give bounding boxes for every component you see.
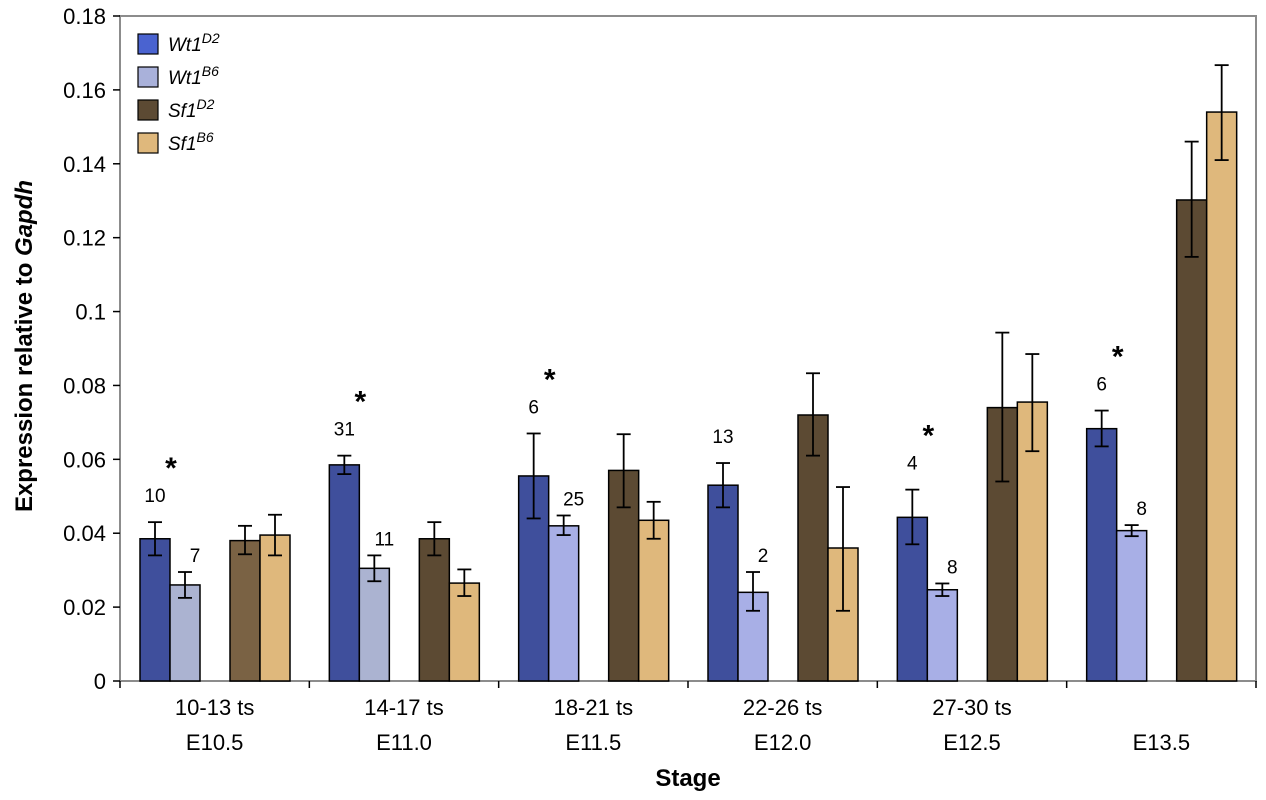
bar-wt1-b6 <box>169 584 201 682</box>
y-tick-label: 0.12 <box>63 226 106 251</box>
sample-size-label: 6 <box>528 397 539 418</box>
legend-label-base: Wt1 <box>168 68 202 89</box>
plot-area-frame <box>119 15 1257 682</box>
legend-swatch-wt1-b6 <box>137 66 159 88</box>
y-axis-title-text: Expression relative to <box>11 256 38 512</box>
x-axis: 10-13 ts E10.5 14-17 ts E11.0 18-21 ts E11.5 2… <box>119 681 1257 755</box>
y-tick-label: 0.1 <box>75 300 106 325</box>
annotation-group: 10 31 6 13 4 6 7 11 25 2 8 8 * * * * * <box>144 341 1147 579</box>
x-category-label-line1: 27-30 ts <box>932 695 1012 720</box>
bar-sf1-d2 <box>229 539 261 682</box>
bar-sf1-b6 <box>448 582 481 682</box>
legend-label-superscript: B6 <box>202 63 219 79</box>
bar-sf1-d2 <box>797 414 829 682</box>
bar-series-group <box>139 111 1238 682</box>
bar-sf1-d2 <box>1175 199 1208 682</box>
y-tick-label: 0.04 <box>63 521 106 546</box>
bar-sf1-b6 <box>1205 111 1238 682</box>
bar-sf1-b6 <box>259 534 291 682</box>
x-category-label-line1: 10-13 ts <box>175 695 255 720</box>
legend-label-base: Sf1 <box>168 101 197 122</box>
legend-entry-wt1-b6: Wt1B6 <box>168 63 219 89</box>
bar-sf1-d2 <box>418 538 451 682</box>
legend-label-base: Wt1 <box>168 35 202 56</box>
bar-wt1-d2 <box>328 464 361 682</box>
legend-entry-sf1-b6: Sf1B6 <box>168 129 214 155</box>
significance-star: * <box>922 420 934 453</box>
x-category-label-line2: E12.5 <box>943 730 1001 755</box>
x-category-label-line2: E11.0 <box>376 730 432 755</box>
y-axis: 0 0.02 0.04 0.06 0.08 0.1 0.12 0.14 0.16 0.18 <box>63 4 120 694</box>
x-category-label-line2: E12.0 <box>754 730 812 755</box>
x-category-label-line1: 18-21 ts <box>554 695 634 720</box>
bar-wt1-b6 <box>1115 529 1148 682</box>
legend-entry-sf1-d2: Sf1D2 <box>168 96 215 122</box>
bar-wt1-d2 <box>1085 427 1118 682</box>
legend-swatch-sf1-d2 <box>137 99 159 121</box>
sample-size-label: 4 <box>907 454 918 475</box>
bar-wt1-b6 <box>547 525 580 682</box>
bar-wt1-d2 <box>707 484 739 682</box>
x-category-label-line2: E10.5 <box>186 730 244 755</box>
significance-star: * <box>1112 341 1124 374</box>
sample-size-label: 6 <box>1096 375 1107 396</box>
legend-label-superscript: D2 <box>202 30 220 46</box>
y-tick-label: 0.06 <box>63 447 106 472</box>
bar-wt1-b6 <box>358 567 391 682</box>
sample-size-label: 31 <box>334 420 355 441</box>
legend-label-superscript: D2 <box>197 96 215 112</box>
y-tick-label: 0.02 <box>63 595 106 620</box>
sample-size-label: 8 <box>1136 499 1147 520</box>
y-axis-title-italic: Gapdh <box>11 180 38 256</box>
legend-label-superscript: B6 <box>197 129 214 145</box>
sample-size-label: 13 <box>712 427 733 448</box>
y-tick-label: 0 <box>94 669 106 694</box>
sample-size-label: 25 <box>563 489 584 510</box>
x-axis-title: Stage <box>655 765 720 792</box>
legend-swatch-sf1-b6 <box>137 132 159 154</box>
bar-wt1-b6 <box>926 588 959 682</box>
y-axis-title: Expression relative to Gapdh <box>11 180 38 512</box>
bar-sf1-b6 <box>637 519 670 682</box>
sample-size-label: 11 <box>374 529 394 550</box>
significance-star: * <box>544 363 556 396</box>
y-tick-label: 0.14 <box>63 152 106 177</box>
significance-star: * <box>354 386 366 419</box>
legend-label-base: Sf1 <box>168 134 197 155</box>
y-tick-label: 0.16 <box>63 78 106 103</box>
sample-size-label: 7 <box>190 546 201 567</box>
x-category-label-line1: 22-26 ts <box>743 695 823 720</box>
significance-star: * <box>165 452 177 485</box>
bar-wt1-d2 <box>139 538 171 682</box>
x-category-label-line1: 14-17 ts <box>364 695 444 720</box>
y-tick-label: 0.08 <box>63 373 106 398</box>
y-tick-label: 0.18 <box>63 4 106 29</box>
sample-size-label: 10 <box>144 486 165 507</box>
x-category-label-line2: E11.5 <box>565 730 621 755</box>
x-category-label-line2: E13.5 <box>1133 730 1191 755</box>
legend-entry-wt1-d2: Wt1D2 <box>168 30 220 56</box>
sample-size-label: 8 <box>947 557 958 578</box>
legend-swatch-wt1-d2 <box>137 33 159 55</box>
error-bar-group <box>148 64 1229 612</box>
sample-size-label: 2 <box>758 546 769 567</box>
